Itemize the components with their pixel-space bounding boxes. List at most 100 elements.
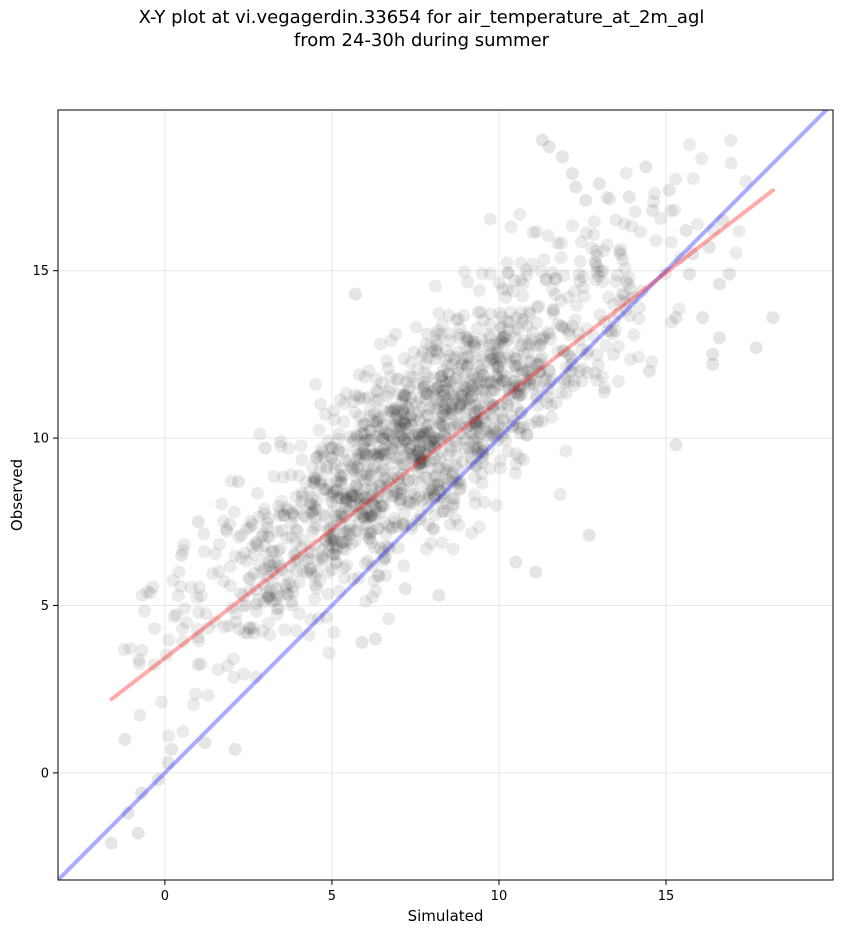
scatter-point (262, 555, 276, 569)
scatter-point (328, 457, 342, 471)
scatter-point (453, 474, 467, 488)
scatter-point (143, 586, 157, 600)
scatter-point (510, 311, 524, 325)
scatter-point (501, 445, 515, 459)
scatter-point (351, 460, 365, 474)
scatter-point (427, 436, 441, 449)
scatter-point (520, 373, 534, 387)
scatter-point (647, 195, 661, 209)
scatter-point (545, 283, 559, 296)
scatter-point (672, 302, 686, 316)
scatter-point (541, 383, 555, 397)
scatter-point (495, 335, 509, 349)
scatter-point (361, 509, 375, 523)
scatter-point (475, 362, 489, 376)
scatter-point (391, 472, 405, 486)
scatter-point (544, 399, 558, 412)
scatter-point (535, 350, 549, 364)
scatter-point (371, 384, 385, 398)
scatter-point (436, 384, 450, 398)
scatter-point (359, 594, 373, 608)
scatter-point (413, 451, 427, 465)
scatter-point (390, 408, 404, 422)
scatter-point (509, 359, 523, 373)
scatter-point (412, 444, 426, 458)
scatter-point (326, 547, 340, 561)
scatter-point (348, 499, 362, 513)
scatter-point (585, 241, 599, 255)
scatter-point (330, 543, 344, 557)
scatter-point (483, 307, 497, 321)
scatter-point (355, 488, 368, 502)
scatter-point (579, 226, 593, 240)
scatter-point (458, 442, 472, 456)
scatter-point (582, 528, 596, 542)
scatter-point (485, 397, 499, 411)
scatter-point (414, 449, 428, 462)
scatter-point (348, 524, 362, 538)
scatter-point (475, 448, 489, 462)
scatter-point (413, 391, 427, 405)
scatter-point (450, 475, 464, 489)
scatter-point (380, 481, 394, 494)
scatter-point (362, 390, 375, 404)
scatter-point (390, 428, 404, 442)
scatter-point (562, 328, 576, 341)
scatter-point (686, 172, 700, 186)
scatter-point (376, 545, 390, 559)
scatter-point (255, 529, 269, 543)
scatter-point (472, 520, 486, 534)
chart-title-line-2: from 24-30h during summer (293, 30, 550, 51)
scatter-point (405, 451, 419, 465)
scatter-point (385, 489, 399, 503)
scatter-point (502, 381, 516, 395)
scatter-point (628, 205, 642, 219)
scatter-point (319, 463, 333, 477)
scatter-point (242, 571, 256, 585)
scatter-point (513, 426, 527, 440)
scatter-point (696, 311, 710, 325)
scatter-point (318, 510, 332, 524)
scatter-point (363, 433, 377, 447)
scatter-point (326, 442, 340, 456)
scatter-point (575, 235, 588, 249)
scatter-point (545, 266, 559, 279)
scatter-point (712, 277, 726, 291)
scatter-point (288, 554, 302, 568)
scatter-point (397, 389, 411, 403)
scatter-point (428, 508, 442, 522)
scatter-point (323, 488, 337, 502)
scatter-point (215, 497, 229, 511)
scatter-point (347, 432, 361, 446)
scatter-point (664, 235, 678, 249)
scatter-point (263, 583, 277, 597)
scatter-point (368, 460, 382, 474)
scatter-point (384, 522, 398, 535)
scatter-point (314, 442, 328, 456)
scatter-point (632, 350, 646, 364)
scatter-point (496, 429, 509, 443)
scatter-point (590, 348, 604, 362)
scatter-point (432, 478, 445, 492)
scatter-point (664, 315, 678, 329)
scatter-point (484, 352, 498, 366)
scatter-point (308, 501, 322, 515)
scatter-point (412, 457, 426, 471)
scatter-point (320, 460, 334, 474)
scatter-point (532, 339, 546, 353)
scatter-point (511, 344, 525, 358)
scatter-point (358, 491, 371, 504)
scatter-point (454, 388, 468, 402)
scatter-point (589, 273, 603, 287)
scatter-point (470, 415, 484, 429)
scatter-point (554, 319, 568, 333)
scatter-point (409, 396, 423, 410)
scatter-point (327, 540, 340, 554)
scatter-point (404, 356, 418, 370)
scatter-point (418, 428, 432, 442)
scatter-point (475, 476, 489, 490)
scatter-point (471, 306, 485, 319)
scatter-point (420, 448, 434, 462)
scatter-point (426, 385, 440, 399)
scatter-point (401, 474, 415, 487)
